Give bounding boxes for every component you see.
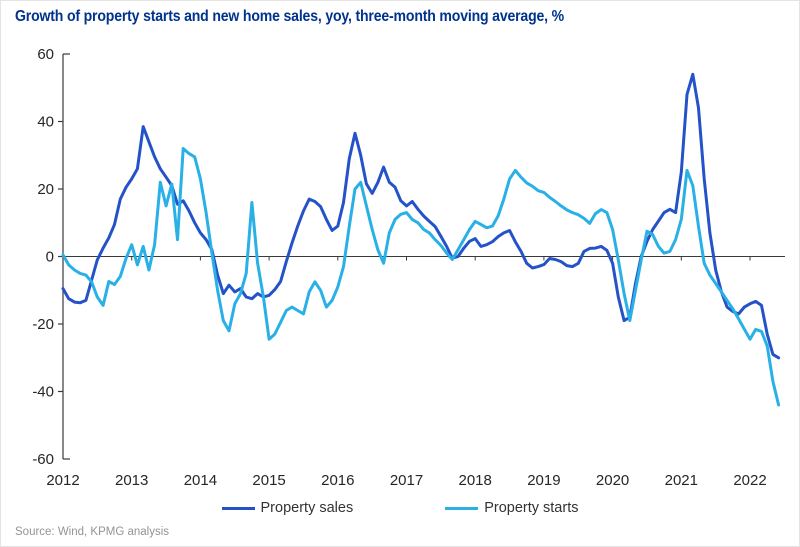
source-note: Source: Wind, KPMG analysis <box>15 526 170 538</box>
legend-label-property-starts: Property starts <box>484 500 579 516</box>
x-tick-label: 2015 <box>252 472 285 489</box>
series-line-property-sales <box>61 72 781 360</box>
legend-item-property-sales: Property sales <box>221 500 354 516</box>
x-tick-label: 2012 <box>46 472 79 489</box>
legend-swatch-property-sales <box>221 506 255 510</box>
y-tick-label: 60 <box>37 46 54 63</box>
legend-item-property-starts: Property starts <box>445 500 578 516</box>
x-tick-label: 2016 <box>321 472 354 489</box>
x-tick-label: 2018 <box>459 472 492 489</box>
x-axis: 2012 2013 2014 2015 2016 2017 2018 2019 2020 2021… <box>46 256 785 489</box>
y-tick-label: -60 <box>32 451 54 468</box>
chart-title: Growth of property starts and new home s… <box>15 8 564 25</box>
y-tick-label: 20 <box>37 181 54 198</box>
y-tick-label: -40 <box>32 384 54 401</box>
x-tick-label: 2021 <box>665 472 698 489</box>
legend-swatch-property-starts <box>445 506 479 510</box>
x-tick-label: 2014 <box>184 472 217 489</box>
y-tick-label: 40 <box>37 114 54 131</box>
y-tick-label: 0 <box>46 249 54 266</box>
legend: Property sales Property starts <box>1 500 799 516</box>
series-line-property-starts <box>61 147 781 407</box>
x-tick-label: 2017 <box>390 472 423 489</box>
y-tick-label: -20 <box>32 316 54 333</box>
legend-label-property-sales: Property sales <box>260 500 354 516</box>
x-tick-label: 2019 <box>527 472 560 489</box>
x-tick-label: 2013 <box>115 472 148 489</box>
x-tick-label: 2020 <box>596 472 629 489</box>
x-tick-label: 2022 <box>733 472 766 489</box>
